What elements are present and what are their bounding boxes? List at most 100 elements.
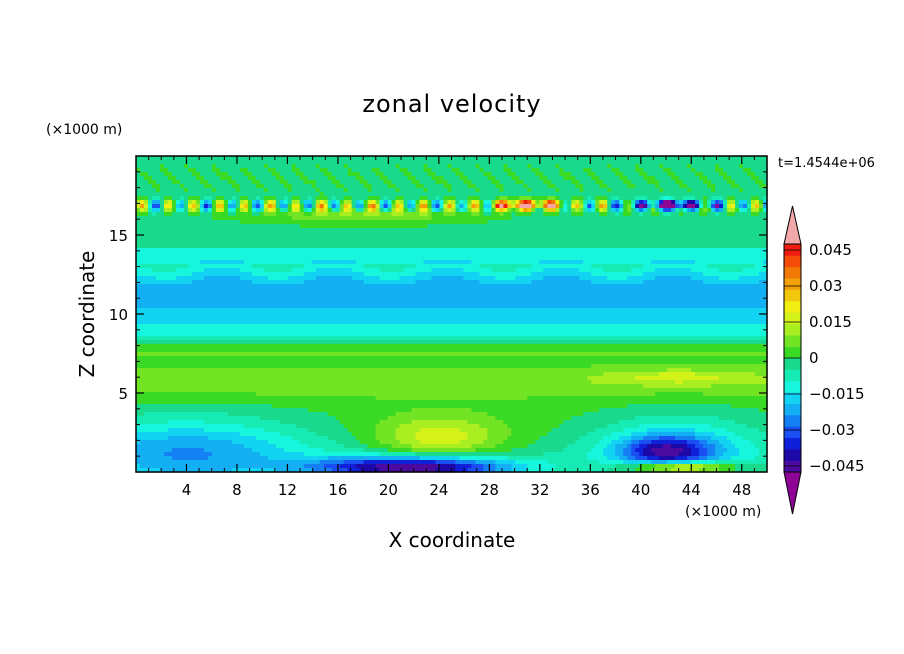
field-cell: [647, 256, 652, 261]
field-cell: [227, 164, 233, 169]
field-cell: [719, 184, 724, 189]
field-cell: [579, 160, 584, 165]
field-cell: [383, 272, 389, 277]
field-cell: [407, 256, 413, 261]
field-cell: [395, 260, 401, 265]
field-cell: [259, 264, 265, 269]
field-cell: [443, 236, 449, 241]
field-cell: [475, 172, 481, 177]
field-cell: [571, 260, 576, 265]
field-cell: [707, 192, 712, 197]
field-cell: [307, 224, 313, 229]
field-cell: [387, 172, 393, 177]
field-cell: [691, 224, 696, 229]
field-cell: [571, 244, 576, 249]
field-cell: [203, 208, 209, 213]
field-cell: [635, 200, 640, 205]
field-cell: [723, 260, 728, 265]
field-cell: [567, 264, 572, 269]
field-cell: [395, 272, 401, 277]
field-cell: [519, 256, 524, 261]
field-cell: [563, 256, 568, 261]
field-cell: [459, 220, 465, 225]
field-cell: [383, 236, 389, 241]
field-cell: [459, 160, 465, 165]
field-cell: [255, 188, 261, 193]
field-cell: [359, 256, 365, 261]
field-cell: [611, 156, 616, 161]
field-cell: [611, 228, 616, 233]
field-cell: [759, 240, 764, 245]
field-cell: [599, 208, 604, 213]
field-cell: [699, 180, 704, 185]
field-cell: [359, 188, 365, 193]
field-cell: [343, 216, 349, 221]
field-cell: [631, 252, 636, 257]
field-cell: [299, 164, 305, 169]
field-cell: [567, 236, 572, 241]
field-cell: [703, 240, 708, 245]
field-cell: [487, 196, 493, 201]
field-cell: [399, 244, 405, 249]
field-cell: [623, 260, 628, 265]
field-cell: [427, 200, 433, 205]
field-cell: [735, 248, 740, 253]
field-cell: [347, 232, 353, 237]
field-cell: [723, 252, 728, 257]
field-cell: [627, 200, 632, 205]
field-cell: [291, 216, 297, 221]
field-cell: [431, 208, 437, 213]
field-cell: [567, 172, 572, 177]
field-cell: [459, 244, 465, 249]
field-cell: [575, 180, 580, 185]
field-cell: [151, 208, 157, 213]
field-cell: [667, 204, 672, 209]
field-cell: [527, 224, 532, 229]
field-cell: [359, 244, 365, 249]
field-cell: [247, 196, 253, 201]
field-cell: [715, 168, 720, 173]
field-cell: [395, 204, 401, 209]
field-cell: [335, 240, 341, 245]
field-cell: [403, 252, 409, 257]
field-cell: [423, 180, 429, 185]
field-cell: [275, 188, 281, 193]
field-cell: [283, 196, 289, 201]
field-cell: [547, 196, 552, 201]
field-cell: [271, 268, 277, 273]
field-cell: [351, 240, 357, 245]
field-cell: [263, 164, 269, 169]
field-cell: [175, 172, 181, 177]
field-cell: [391, 188, 397, 193]
field-cell: [231, 208, 237, 213]
field-cell: [163, 220, 169, 225]
field-cell: [203, 264, 209, 269]
field-cell: [459, 268, 465, 273]
field-cell: [367, 184, 373, 189]
field-cell: [335, 236, 341, 241]
field-cell: [595, 180, 600, 185]
field-cell: [435, 196, 441, 201]
field-cell: [763, 276, 768, 281]
field-cell: [723, 264, 728, 269]
field-cell: [259, 236, 265, 241]
field-cell: [575, 184, 580, 189]
field-cell: [687, 252, 692, 257]
field-cell: [751, 268, 756, 273]
field-cell: [155, 228, 161, 233]
field-cell: [307, 176, 313, 181]
field-cell: [303, 160, 309, 165]
field-cell: [299, 224, 305, 229]
field-cell: [399, 220, 405, 225]
field-cell: [475, 248, 481, 253]
field-cell: [719, 192, 724, 197]
field-cell: [351, 228, 357, 233]
field-cell: [231, 280, 237, 285]
field-cell: [623, 276, 628, 281]
field-cell: [507, 248, 512, 253]
field-cell: [751, 160, 756, 165]
field-cell: [395, 176, 401, 181]
field-cell: [179, 272, 185, 277]
field-cell: [703, 208, 708, 213]
field-cell: [283, 272, 289, 277]
